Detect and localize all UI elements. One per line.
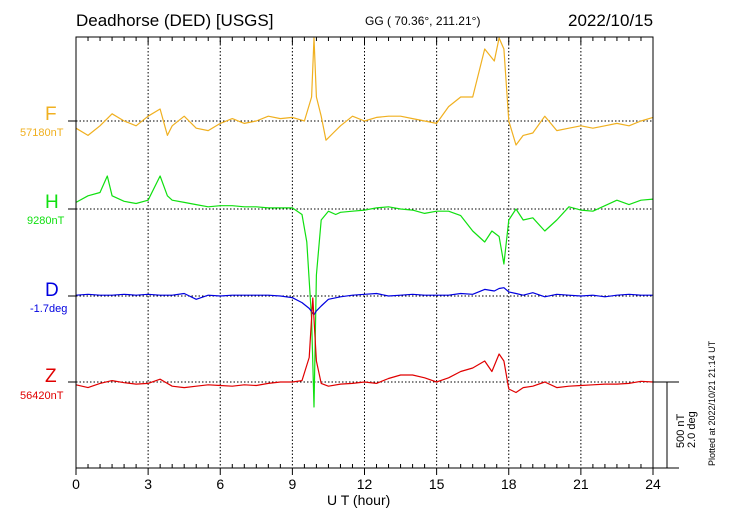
trace-z xyxy=(75,297,654,394)
channel-label-f: F xyxy=(45,104,57,125)
trace-f xyxy=(75,37,654,146)
station-title: Deadhorse (DED) [USGS] xyxy=(76,11,274,30)
x-tick-label-0: 0 xyxy=(72,476,80,492)
channel-baseline-h: 9280nT xyxy=(27,215,65,227)
x-tick-label-9: 9 xyxy=(288,476,296,492)
trace-h xyxy=(75,175,654,408)
channel-label-z: Z xyxy=(45,366,57,387)
chart-date: 2022/10/15 xyxy=(568,11,654,30)
x-axis-title: U T (hour) xyxy=(327,492,391,508)
x-tick-label-21: 21 xyxy=(573,476,589,492)
channel-baseline-f: 57180nT xyxy=(20,127,64,139)
x-tick-label-6: 6 xyxy=(216,476,224,492)
channel-label-h: H xyxy=(45,192,59,213)
x-tick-label-15: 15 xyxy=(429,476,445,492)
channel-baseline-z: 56420nT xyxy=(20,390,64,402)
channel-label-d: D xyxy=(45,280,59,301)
plot-frame xyxy=(75,36,654,469)
trace-d xyxy=(75,287,653,316)
x-tick-label-3: 3 xyxy=(144,476,152,492)
x-tick-label-18: 18 xyxy=(501,476,517,492)
scale-bar-deg-label: 2.0 deg xyxy=(686,411,698,448)
x-tick-label-24: 24 xyxy=(645,476,661,492)
channel-baseline-d: -1.7deg xyxy=(30,303,68,315)
x-tick-label-12: 12 xyxy=(357,476,373,492)
station-coords: GG ( 70.36°, 211.21°) xyxy=(365,14,481,28)
plotted-timestamp: Plotted at 2022/10/21 21:14 UT xyxy=(707,340,717,466)
